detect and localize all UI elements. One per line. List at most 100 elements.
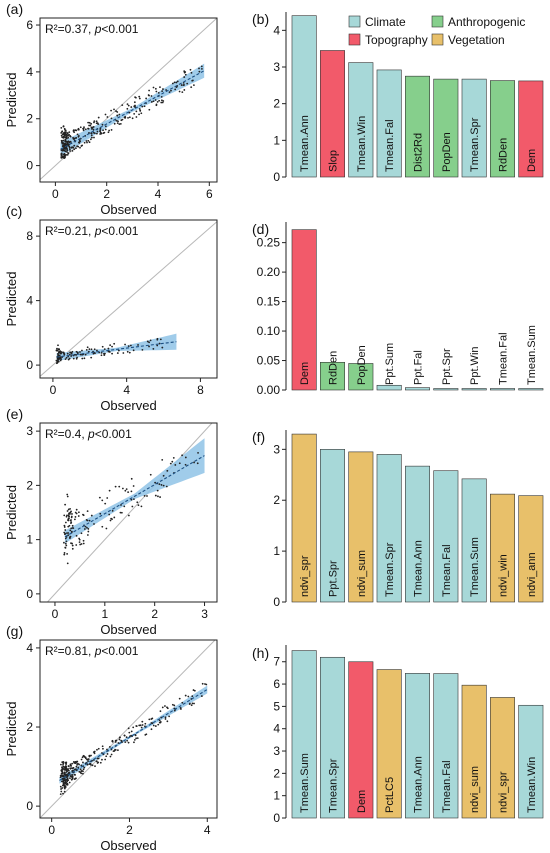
scatter-point: [137, 504, 140, 507]
scatter-point: [64, 138, 67, 141]
scatter-point: [152, 100, 155, 103]
bar-label: PopDen: [441, 132, 453, 172]
scatter-point: [184, 694, 187, 697]
scatter-point: [69, 763, 72, 766]
scatter-point: [174, 88, 177, 91]
y-tick-label: 3: [26, 424, 33, 438]
bar: [461, 684, 487, 819]
fit-line: [59, 688, 208, 781]
scatter-point: [65, 356, 68, 359]
scatter-point: [121, 487, 124, 490]
scatter-point: [136, 737, 139, 740]
scatter-point: [149, 473, 152, 476]
bar: [291, 433, 317, 603]
bar: [490, 80, 515, 178]
scatter-point: [62, 779, 65, 782]
scatter-point: [132, 349, 135, 352]
scatter-point: [63, 541, 65, 544]
scatter-point: [61, 155, 64, 158]
annotation-separator: ,: [88, 644, 95, 658]
scatter-point: [66, 532, 68, 534]
y-tick-label: 2: [26, 112, 33, 126]
scatter-point: [138, 113, 140, 116]
scatter-point: [108, 351, 111, 353]
scatter-point: [113, 342, 116, 345]
scatter-point: [139, 110, 142, 112]
y-tick-label: 6: [273, 677, 280, 691]
scatter-point: [101, 758, 103, 761]
scatter-point: [65, 781, 68, 784]
scatter-point: [157, 723, 160, 726]
scatter-point: [93, 136, 95, 139]
scatter-point: [141, 105, 144, 108]
bar-label: Ppt.Sum: [384, 343, 396, 385]
scatter-point: [127, 116, 129, 119]
y-tick-label: 0: [273, 811, 280, 825]
bar: [291, 15, 317, 178]
scatter-point: [101, 123, 104, 126]
scatter-point: [148, 89, 150, 92]
bar-label: Tmean.Fal: [384, 119, 396, 172]
scatter-point: [63, 766, 66, 768]
scatter-point: [127, 491, 130, 493]
x-tick-label: 1: [101, 607, 108, 621]
scatter-point: [130, 498, 133, 501]
y-tick-label: 4: [273, 23, 280, 37]
scatter-point: [63, 149, 66, 152]
scatter-point: [141, 720, 144, 723]
scatter-point: [109, 519, 112, 522]
x-tick-label: 8: [197, 383, 204, 397]
scatter-point: [173, 709, 176, 712]
scatter-point: [96, 748, 98, 751]
scatter-point: [69, 777, 71, 780]
scatter-point: [130, 490, 133, 493]
scatter-point: [184, 463, 187, 466]
scatter-point: [58, 357, 61, 360]
panel-label: (h): [252, 645, 269, 661]
y-tick-label: 0.20: [257, 265, 281, 279]
scatter-point: [59, 350, 62, 353]
scatter-point: [113, 108, 115, 111]
scatter-point: [182, 81, 185, 84]
bar: [320, 50, 345, 178]
scatter-point: [90, 136, 93, 139]
scatter-point: [151, 722, 154, 725]
scatter-point: [65, 146, 68, 149]
scatter-point: [90, 514, 93, 517]
scatter-point: [76, 133, 79, 136]
scatter-point: [63, 787, 66, 790]
scatter-point: [181, 701, 184, 704]
plot-frame: [39, 17, 218, 183]
scatter-point: [150, 101, 153, 103]
scatter-point: [101, 525, 104, 528]
scatter-point: [72, 766, 75, 769]
scatter-point: [84, 128, 87, 131]
scatter-point: [159, 86, 161, 89]
scatter-point: [135, 116, 138, 118]
y-tick-label: 0.10: [257, 324, 281, 338]
scatter-point: [86, 758, 88, 761]
scatter-point: [178, 697, 181, 700]
scatter-point: [159, 710, 162, 713]
scatter-point: [126, 103, 129, 105]
scatter-point: [64, 546, 67, 549]
scatter-point: [104, 128, 107, 131]
scatter-point: [132, 485, 135, 487]
scatter-point: [64, 782, 66, 785]
scatter-point: [71, 773, 74, 776]
scatter-point: [165, 89, 167, 91]
scatter-point: [79, 543, 82, 546]
scatter-point: [66, 151, 68, 153]
scatter-point: [62, 135, 65, 138]
scatter-point: [116, 114, 119, 117]
scatter-point: [108, 489, 111, 492]
x-tick-label: 2: [126, 823, 133, 837]
scatter-point: [178, 462, 181, 465]
scatter-point: [65, 540, 68, 543]
scatter-point: [79, 351, 81, 353]
scatter-point: [119, 511, 122, 514]
x-axis-label: Observed: [100, 398, 156, 413]
scatter-point: [60, 153, 63, 155]
scatter-point: [66, 493, 69, 496]
